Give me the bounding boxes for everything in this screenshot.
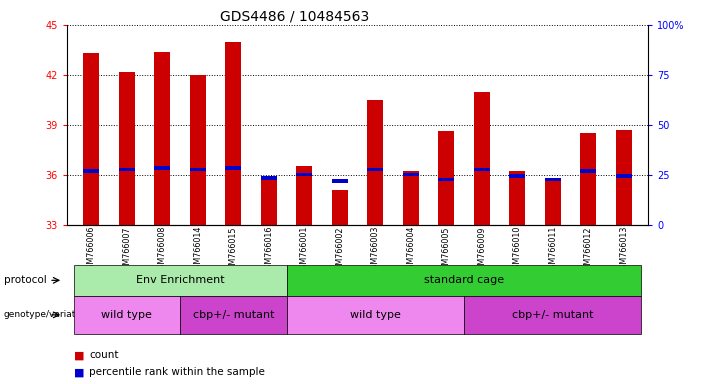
Bar (545, 178, 561, 181)
Bar (190, 75, 206, 225)
Bar (580, 133, 596, 225)
Text: cbp+/- mutant: cbp+/- mutant (512, 310, 593, 320)
Bar (297, 166, 312, 225)
Bar (332, 179, 348, 183)
Text: protocol: protocol (4, 275, 46, 285)
Text: genotype/variation: genotype/variation (4, 310, 90, 319)
Bar (261, 176, 277, 225)
Bar (509, 171, 525, 225)
Bar (154, 51, 170, 225)
Bar (509, 174, 525, 178)
Bar (403, 173, 418, 176)
Bar (332, 190, 348, 225)
Bar (403, 171, 418, 225)
Bar (615, 174, 632, 178)
Bar (190, 168, 206, 171)
Text: ■: ■ (74, 350, 84, 360)
Bar (367, 100, 383, 225)
Text: cbp+/- mutant: cbp+/- mutant (193, 310, 274, 320)
Bar (119, 71, 135, 225)
Text: ■: ■ (74, 367, 84, 377)
Bar (474, 91, 490, 225)
Bar (83, 53, 100, 225)
Bar (580, 169, 596, 173)
Bar (225, 166, 241, 170)
Text: wild type: wild type (350, 310, 401, 320)
Bar (615, 130, 632, 225)
Text: percentile rank within the sample: percentile rank within the sample (89, 367, 265, 377)
Text: Env Enrichment: Env Enrichment (136, 275, 224, 285)
Bar (297, 173, 312, 176)
Bar (119, 168, 135, 171)
Bar (438, 178, 454, 181)
Bar (545, 178, 561, 225)
Text: count: count (89, 350, 118, 360)
Bar (154, 166, 170, 170)
Bar (261, 176, 277, 180)
Bar (367, 168, 383, 171)
Bar (438, 131, 454, 225)
Text: wild type: wild type (102, 310, 152, 320)
Bar (83, 169, 100, 173)
Bar (474, 168, 490, 171)
Text: GDS4486 / 10484563: GDS4486 / 10484563 (220, 10, 369, 23)
Bar (225, 41, 241, 225)
Text: standard cage: standard cage (424, 275, 504, 285)
